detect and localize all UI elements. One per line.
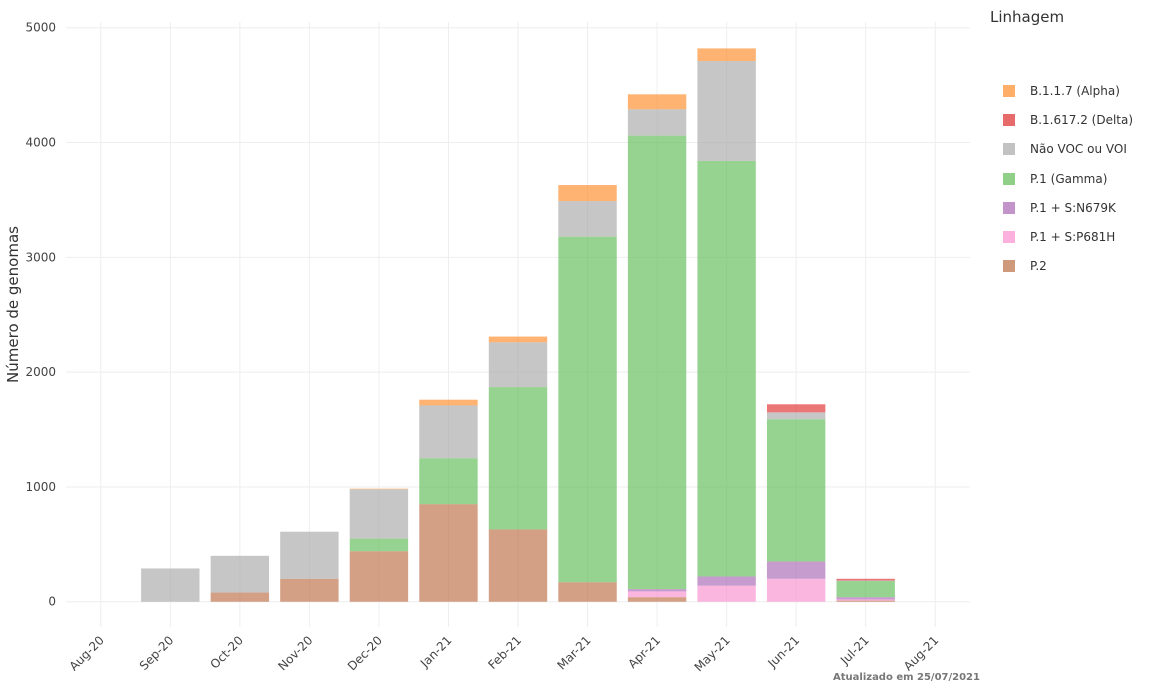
legend-item[interactable]: Não VOC ou VOI xyxy=(1003,135,1133,164)
bar-segment xyxy=(488,342,548,388)
bar-segment xyxy=(210,592,270,602)
bar-segment xyxy=(836,578,895,581)
bar-segment xyxy=(280,531,339,579)
legend: B.1.1.7 (Alpha) B.1.617.2 (Delta) Não VOC … xyxy=(1003,76,1133,281)
bar-segment xyxy=(349,489,409,539)
bar-segment xyxy=(697,576,756,586)
bar-segment xyxy=(766,578,826,602)
bar-segment xyxy=(697,160,756,577)
x-tick-label: May-21 xyxy=(692,633,733,674)
bar-segment xyxy=(836,581,895,598)
legend-title: Linhagem xyxy=(990,8,1065,26)
bar-segment xyxy=(836,580,895,582)
y-tick-label: 5000 xyxy=(25,21,56,35)
legend-item[interactable]: B.1.1.7 (Alpha) xyxy=(1003,76,1133,105)
bar-segment xyxy=(419,399,478,406)
x-tick-label: Jan-21 xyxy=(417,633,455,671)
y-tick-label: 4000 xyxy=(25,136,56,150)
legend-swatch xyxy=(1003,172,1015,185)
bar-segment xyxy=(697,48,756,62)
bar-segment xyxy=(836,597,895,600)
bar-segment xyxy=(836,600,895,602)
bar-segment xyxy=(627,589,687,592)
bar-segment xyxy=(488,529,548,602)
x-tick-label: Aug-21 xyxy=(901,633,941,673)
legend-swatch xyxy=(1003,113,1015,126)
legend-swatch xyxy=(1003,143,1015,156)
update-footer: Atualizado em 25/07/2021 xyxy=(833,672,980,683)
y-axis-label: Número de genomas xyxy=(4,226,22,383)
x-tick-label: Jun-21 xyxy=(765,633,803,671)
legend-label: P.1 + S:N679K xyxy=(1030,200,1116,215)
x-tick-label: Jul-21 xyxy=(837,633,872,668)
legend-item[interactable]: P.1 + S:P681H xyxy=(1003,222,1133,251)
x-tick-label: Nov-20 xyxy=(275,633,315,673)
legend-label: Não VOC ou VOI xyxy=(1030,142,1127,157)
bar-segment xyxy=(697,61,756,161)
bar-segment xyxy=(280,578,339,602)
bar-segment xyxy=(558,236,617,583)
y-tick-label: 0 xyxy=(48,595,56,609)
legend-label: P.1 + S:P681H xyxy=(1030,230,1116,245)
bar-segment xyxy=(349,538,409,552)
legend-label: P.2 xyxy=(1030,259,1047,274)
y-tick-label: 3000 xyxy=(25,250,56,264)
x-tick-label: Feb-21 xyxy=(485,633,524,672)
legend-item[interactable]: P.1 + S:N679K xyxy=(1003,193,1133,222)
bar-segment xyxy=(627,109,687,136)
legend-label: B.1.1.7 (Alpha) xyxy=(1030,83,1120,98)
x-tick-label: Aug-20 xyxy=(67,633,107,673)
legend-label: B.1.617.2 (Delta) xyxy=(1030,112,1134,127)
bar-segment xyxy=(627,597,687,602)
x-tick-label: Apr-21 xyxy=(625,633,663,671)
x-tick-label: Sep-20 xyxy=(137,633,177,673)
bar-segment xyxy=(697,585,756,602)
bar-segment xyxy=(627,591,687,598)
bar-segment xyxy=(558,185,617,202)
x-tick-label: Oct-20 xyxy=(208,633,246,671)
x-tick-label: Dec-20 xyxy=(345,633,385,673)
bar-segment xyxy=(349,551,409,602)
x-tick-label: Mar-21 xyxy=(554,633,593,672)
legend-swatch xyxy=(1003,231,1015,244)
bar-segment xyxy=(419,504,478,602)
bar-segment xyxy=(766,412,826,420)
bar-segment xyxy=(488,336,548,343)
bar-segment xyxy=(558,582,617,602)
bar-segment xyxy=(627,135,687,590)
bar-segment xyxy=(766,561,826,579)
bar-segment xyxy=(836,599,895,601)
y-tick-label: 2000 xyxy=(25,365,56,379)
bar-segment xyxy=(558,201,617,237)
bar-segment xyxy=(210,555,270,593)
bar-segment xyxy=(766,404,826,413)
bar-segment xyxy=(141,568,200,602)
bar-segment xyxy=(766,419,826,562)
y-tick-label: 1000 xyxy=(25,480,56,494)
legend-item[interactable]: B.1.617.2 (Delta) xyxy=(1003,105,1133,134)
bar-segment xyxy=(488,387,548,530)
legend-swatch xyxy=(1003,201,1015,214)
legend-item[interactable]: P.1 (Gamma) xyxy=(1003,164,1133,193)
bar-segment xyxy=(349,488,409,490)
bar-segment xyxy=(627,94,687,110)
bar-segment xyxy=(419,458,478,505)
legend-item[interactable]: P.2 xyxy=(1003,252,1133,281)
bar-segment xyxy=(419,405,478,459)
legend-swatch xyxy=(1003,84,1015,97)
legend-swatch xyxy=(1003,260,1015,273)
legend-label: P.1 (Gamma) xyxy=(1030,171,1108,186)
